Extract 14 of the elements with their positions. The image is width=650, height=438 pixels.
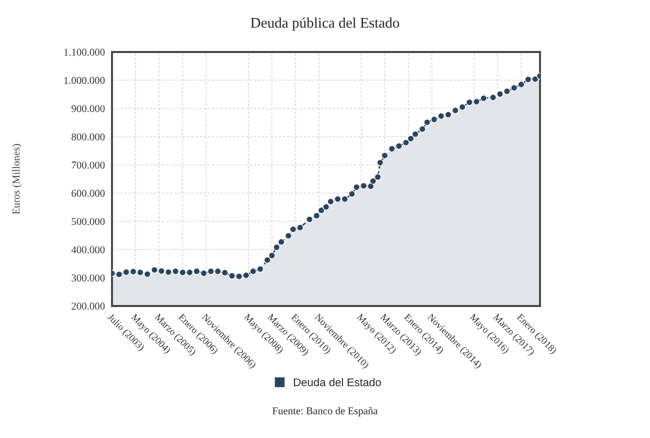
- y-tick-label: 200.000: [72, 302, 105, 310]
- y-tick-label: 900.000: [72, 105, 105, 112]
- y-tick-label: 600.000: [72, 190, 105, 197]
- y-tick-label: 700.000: [72, 162, 105, 169]
- y-tick-label: 1.000.000: [64, 76, 105, 84]
- y-tick-label: 1.100.000: [64, 48, 105, 56]
- y-axis-title: Euros (Millones): [12, 144, 22, 214]
- legend-label: Deuda del Estado: [294, 378, 381, 386]
- y-tick-label: 500.000: [72, 218, 105, 226]
- y-tick-label: 300.000: [72, 274, 105, 282]
- y-tick-label: 400.000: [71, 246, 105, 254]
- source-note: Fuente: Banco de España: [272, 406, 378, 416]
- chart-title: Deuda pública del Estado: [250, 17, 400, 31]
- y-tick-label: 800.000: [72, 133, 105, 140]
